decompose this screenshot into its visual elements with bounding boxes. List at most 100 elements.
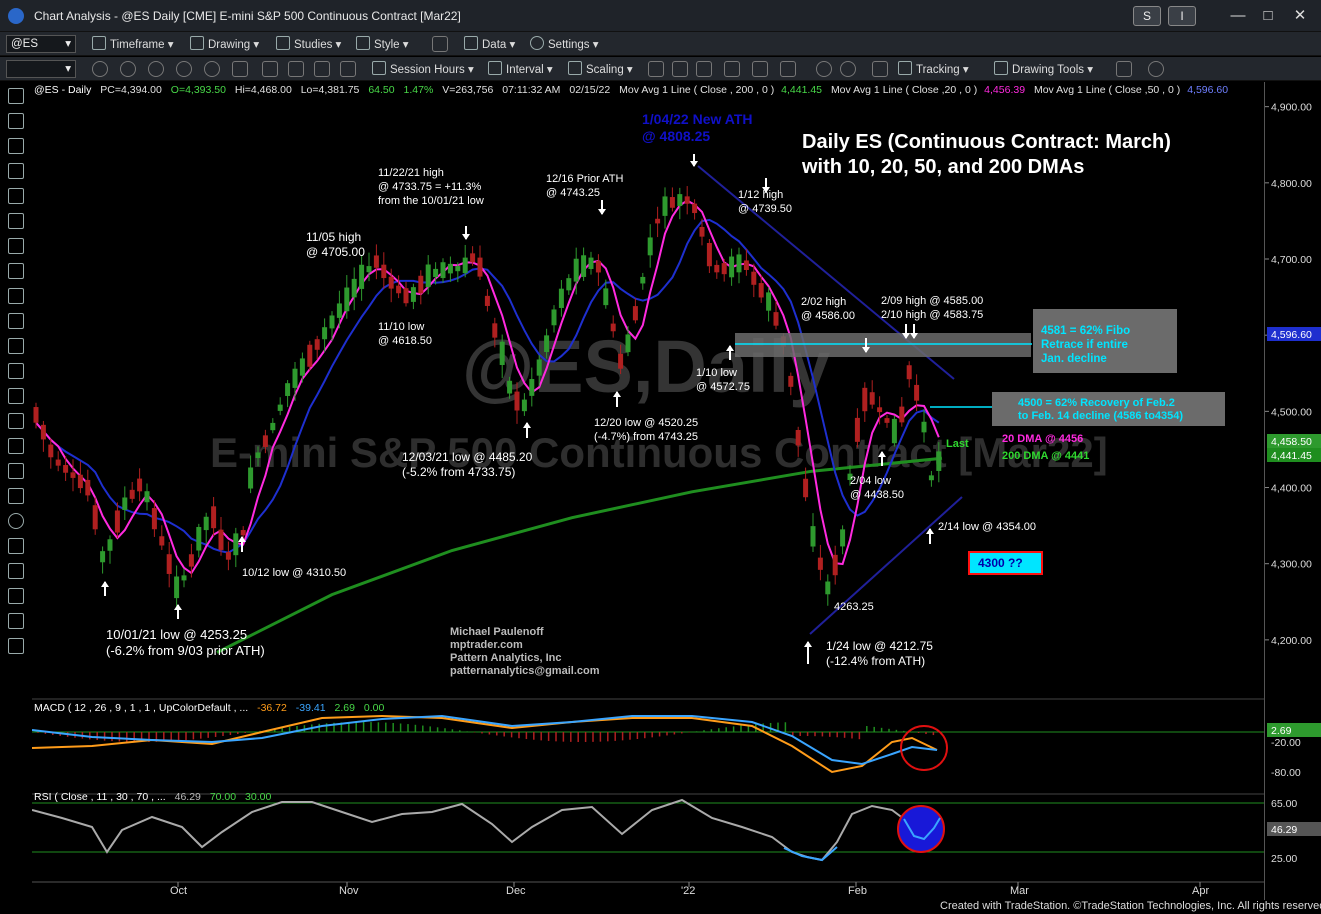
drawing-menu[interactable]: Drawing ▾ (190, 36, 259, 52)
bar-chart-icon[interactable] (780, 61, 796, 77)
candle-body (33, 407, 39, 423)
style-menu[interactable]: Style ▾ (356, 36, 409, 52)
chevron-down-icon[interactable]: ▾ (65, 38, 71, 50)
symbol-input[interactable]: @ES ▾ (6, 35, 76, 53)
annotation-l0124: 1/24 low @ 4212.75 (826, 639, 933, 653)
zoom-in-icon[interactable] (816, 61, 832, 77)
annotation-l0110: @ 4572.75 (696, 381, 750, 393)
scaling-menu[interactable]: Scaling ▾ (568, 61, 633, 77)
layout-icon[interactable] (432, 36, 448, 52)
maximize-icon[interactable]: □ (1263, 7, 1273, 24)
candle-icon[interactable] (648, 61, 664, 77)
candle-body (159, 536, 165, 546)
channel-icon[interactable] (8, 238, 24, 254)
cycle-icon[interactable] (8, 363, 24, 379)
visibility-icon[interactable] (1148, 61, 1164, 77)
link-icon[interactable] (148, 61, 164, 77)
ellipse-icon[interactable] (8, 513, 24, 529)
text-tool-icon[interactable] (1116, 61, 1132, 77)
annotation-ath: @ 4808.25 (642, 128, 710, 144)
chart-title-line2: with 10, 20, 50, and 200 DMAs (801, 156, 1084, 178)
link-icon[interactable] (204, 61, 220, 77)
studies-menu[interactable]: Studies ▾ (276, 36, 341, 52)
candle-body (921, 421, 927, 433)
candle-body (447, 263, 453, 274)
credit-line: mptrader.com (450, 639, 523, 651)
window-link-icon[interactable] (232, 61, 248, 77)
x-axis-labels: Oct Nov Dec '22 Feb Mar Apr (170, 882, 1209, 897)
brush-icon[interactable] (8, 138, 24, 154)
tracking-menu[interactable]: Tracking ▾ (898, 61, 969, 77)
grid-icon[interactable] (872, 61, 888, 77)
price-tick-label: 4,800.00 (1271, 178, 1312, 190)
link-icon[interactable] (120, 61, 136, 77)
pitchfork-icon[interactable] (8, 588, 24, 604)
arrows-icon[interactable] (8, 188, 24, 204)
candle-body (862, 387, 868, 412)
target-icon[interactable] (8, 438, 24, 454)
settings-menu[interactable]: Settings ▾ (530, 36, 599, 52)
hline-icon[interactable] (8, 163, 24, 179)
text-icon[interactable] (8, 463, 24, 479)
bar-chart-icon[interactable] (752, 61, 768, 77)
ray-icon[interactable] (8, 263, 24, 279)
candle-icon[interactable] (672, 61, 688, 77)
candle-body (477, 257, 483, 277)
i-button[interactable]: I (1168, 6, 1196, 26)
percent-icon[interactable] (8, 613, 24, 629)
price-chart[interactable]: @ES,Daily E-mini S&P 500 Continuous Cont… (31, 82, 1264, 902)
interval-select[interactable]: ▾ (6, 60, 76, 78)
close-icon[interactable]: ✕ (1293, 7, 1307, 24)
status-time: 07:11:32 AM (502, 84, 560, 96)
zoom-out-icon[interactable] (840, 61, 856, 77)
bar-icon[interactable] (262, 61, 278, 77)
interval-menu[interactable]: Interval ▾ (488, 61, 553, 77)
candle-body (403, 288, 409, 304)
vline-icon[interactable] (8, 213, 24, 229)
candle-body (188, 554, 194, 567)
measure-icon[interactable] (8, 638, 24, 654)
pointer-icon[interactable] (8, 88, 24, 104)
gann-icon[interactable] (8, 338, 24, 354)
bar-icon[interactable] (314, 61, 330, 77)
candle-body (122, 497, 128, 511)
session-hours-menu[interactable]: Session Hours ▾ (372, 61, 474, 77)
studies-label: Studies (294, 39, 333, 51)
candle-body (203, 516, 209, 531)
data-menu[interactable]: Data ▾ (464, 36, 515, 52)
bar-icon[interactable] (288, 61, 304, 77)
chart-area[interactable]: @ES,Daily E-mini S&P 500 Continuous Cont… (31, 82, 1264, 902)
link-icon[interactable] (176, 61, 192, 77)
speed-icon[interactable] (8, 413, 24, 429)
drawing-tools-menu[interactable]: Drawing Tools ▾ (994, 61, 1093, 77)
interval-label: Interval (506, 64, 544, 76)
price-axis[interactable]: 4,900.004,800.004,700.004,600.004,500.00… (1264, 82, 1321, 900)
candle-body (795, 430, 801, 446)
candle-body (55, 459, 61, 466)
candle-body (314, 339, 320, 350)
annotation-l0204: @ 4438.50 (850, 489, 904, 501)
rectangle-icon[interactable] (8, 538, 24, 554)
fan-icon[interactable] (8, 313, 24, 329)
rsi-value-2: 70.00 (210, 791, 236, 803)
bar-chart-icon[interactable] (724, 61, 740, 77)
bar-icon[interactable] (340, 61, 356, 77)
candle-body (736, 254, 742, 273)
candle-body (151, 508, 157, 530)
timeframe-menu[interactable]: Timeframe ▾ (92, 36, 174, 52)
fibonacci-icon[interactable] (8, 288, 24, 304)
trendline-icon[interactable] (8, 113, 24, 129)
arrow-up-icon[interactable] (8, 488, 24, 504)
candle-body (588, 257, 594, 269)
spiral-icon[interactable] (8, 388, 24, 404)
triangle-icon[interactable] (8, 563, 24, 579)
candle-body (743, 260, 749, 270)
chevron-down-icon[interactable]: ▾ (65, 63, 71, 75)
annotation-h1122: 11/22/21 high (378, 167, 444, 179)
link-icon[interactable] (92, 61, 108, 77)
last-price-tag (1267, 434, 1321, 448)
minimize-icon[interactable]: — (1230, 7, 1246, 24)
s-button[interactable]: S (1133, 6, 1161, 26)
price-tick-label: 4,200.00 (1271, 635, 1312, 647)
candle-icon[interactable] (696, 61, 712, 77)
